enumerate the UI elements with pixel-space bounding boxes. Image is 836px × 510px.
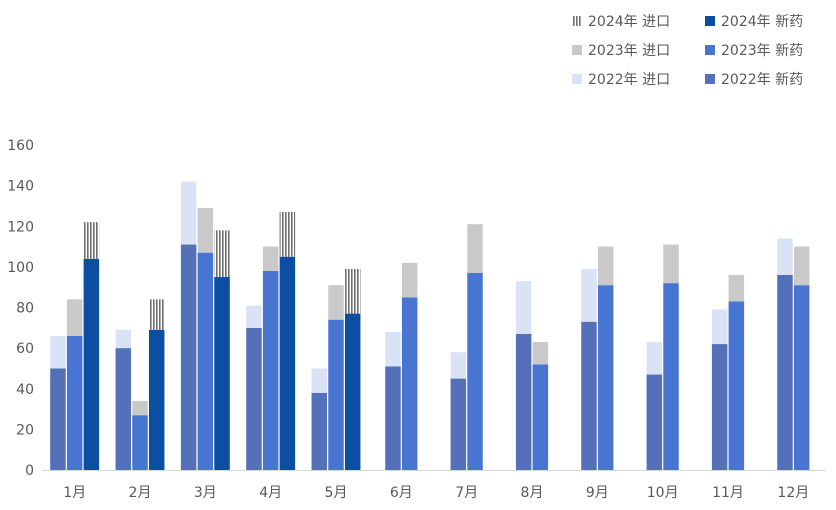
y-tick-label: 0 [25, 463, 34, 479]
y-tick-label: 160 [7, 138, 34, 154]
bar-2022-import [646, 342, 663, 375]
bars [50, 181, 810, 470]
bar-2023-import [132, 400, 148, 416]
legend-label: 2024年 新药 [721, 14, 803, 30]
bar-2023-import [793, 246, 810, 286]
bar-2023-new-drug [66, 335, 83, 470]
bar-2023-new-drug [401, 297, 418, 470]
bar-2023-import [262, 246, 279, 271]
legend-swatch [572, 16, 582, 26]
x-tick-label: 10月 [647, 485, 679, 501]
bar-2022-import [711, 309, 728, 345]
legend-swatch [705, 74, 715, 84]
x-tick-label: 7月 [455, 485, 478, 501]
bar-2024-new-drug [148, 329, 165, 470]
bar-2022-new-drug [646, 374, 663, 470]
bar-2024-import [214, 230, 230, 278]
bar-2023-import [663, 244, 679, 284]
x-tick-label: 11月 [712, 485, 744, 501]
bar-2023-import [328, 285, 344, 320]
bar-2022-new-drug [385, 366, 401, 470]
bar-2022-import [180, 181, 197, 245]
legend-label: 2022年 进口 [588, 72, 670, 88]
bar-2023-new-drug [728, 301, 745, 470]
x-tick-label: 12月 [777, 485, 809, 501]
bar-2022-new-drug [246, 327, 262, 470]
bar-2022-new-drug [115, 348, 132, 470]
bar-2024-import [83, 222, 100, 259]
bar-2022-import [450, 352, 467, 379]
x-tick-label: 1月 [63, 485, 86, 501]
bar-2022-new-drug [777, 275, 793, 470]
legend-label: 2024年 进口 [588, 14, 670, 30]
bar-2023-new-drug [328, 319, 344, 470]
bar-2023-new-drug [262, 270, 279, 470]
bar-2023-new-drug [467, 272, 483, 470]
x-tick-label: 8月 [521, 485, 544, 501]
bar-2023-import [66, 299, 83, 336]
x-tick-label: 2月 [129, 485, 152, 501]
bar-2022-import [581, 268, 597, 322]
legend-swatch [705, 16, 715, 26]
bar-2023-import [532, 342, 549, 365]
bar-2022-new-drug [311, 392, 328, 470]
bar-2023-new-drug [532, 364, 549, 470]
y-tick-label: 80 [16, 301, 34, 317]
bar-2022-import [115, 329, 132, 349]
bar-2022-import [50, 335, 66, 369]
y-tick-label: 40 [16, 382, 34, 398]
y-tick-label: 60 [16, 341, 34, 357]
x-tick-label: 9月 [586, 485, 609, 501]
bar-2022-import [385, 331, 401, 367]
bar-2023-new-drug [663, 283, 679, 470]
bar-2024-new-drug [214, 277, 230, 470]
bar-2022-import [515, 281, 532, 334]
y-tick-label: 120 [7, 219, 34, 235]
bar-2023-import [467, 224, 483, 273]
bar-2022-new-drug [581, 321, 597, 470]
bar-2024-import [279, 212, 296, 257]
bar-2023-import [197, 207, 214, 253]
bar-2024-new-drug [279, 256, 296, 470]
legend-swatch [572, 45, 582, 55]
legend-label: 2022年 新药 [721, 72, 803, 88]
x-axis: 1月 2月 3月 4月 5月 6月 7月 8月 9月 10月 11月 12月 [63, 485, 809, 501]
y-tick-label: 140 [7, 179, 34, 195]
legend-swatch [572, 74, 582, 84]
legend: 2024年 进口 2024年 新药 2023年 进口 2023年 新药 2022年 进口… [572, 14, 803, 88]
bar-2022-import [311, 368, 328, 393]
bar-2024-import [148, 299, 165, 330]
legend-label: 2023年 新药 [721, 43, 803, 59]
legend-label: 2023年 进口 [588, 43, 670, 59]
bar-2023-new-drug [793, 285, 810, 470]
bar-2022-import [246, 305, 262, 328]
legend-swatch [705, 45, 715, 55]
bar-2022-new-drug [50, 368, 66, 470]
bar-2023-import [401, 262, 418, 298]
bar-2023-new-drug [132, 415, 148, 470]
bar-2024-new-drug [83, 258, 100, 470]
bar-2023-new-drug [597, 285, 614, 470]
y-tick-label: 100 [7, 260, 34, 276]
bar-2022-import [777, 238, 793, 275]
bar-2024-import [344, 268, 361, 314]
bar-2022-new-drug [450, 378, 467, 470]
bar-2023-import [597, 246, 614, 286]
x-tick-label: 5月 [325, 485, 348, 501]
x-tick-label: 4月 [259, 485, 282, 501]
bar-2023-new-drug [197, 252, 214, 470]
bar-2024-new-drug [344, 313, 361, 470]
x-tick-label: 6月 [390, 485, 413, 501]
bar-2022-new-drug [515, 333, 532, 470]
bar-2022-new-drug [711, 344, 728, 470]
bar-2022-new-drug [180, 244, 197, 470]
bar-2023-import [728, 275, 745, 302]
y-axis: 0 20 40 60 80 100 120 140 160 [7, 138, 34, 479]
x-tick-label: 3月 [194, 485, 217, 501]
y-tick-label: 20 [16, 422, 34, 438]
